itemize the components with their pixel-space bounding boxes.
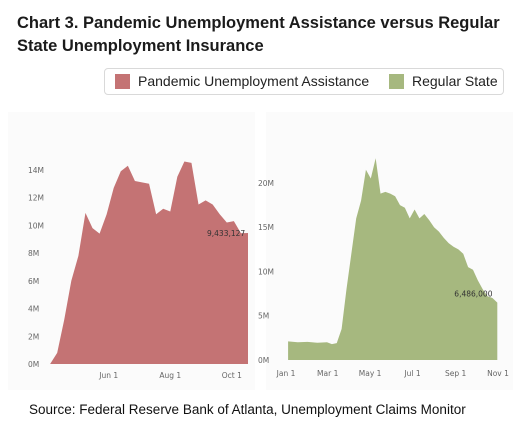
x-tick-label: Jul 1 (403, 369, 420, 378)
regular-area (288, 158, 498, 360)
y-tick-label: 2M (28, 332, 39, 341)
pua-chart-panel: 0M 2M 4M 6M 8M 10M 12M 14M Jun 1 Aug 1 Oct 1 9,433,… (8, 112, 255, 390)
y-tick-label: 0M (28, 360, 39, 369)
x-tick-label: Mar 1 (317, 369, 339, 378)
regular-last-value-label: 6,486,000 (454, 290, 492, 299)
x-tick-label: Jan 1 (276, 369, 296, 378)
y-tick-label: 10M (258, 267, 274, 276)
y-tick-label: 15M (258, 223, 274, 232)
x-tick-label: Oct 1 (222, 371, 242, 380)
y-tick-label: 8M (28, 249, 39, 258)
source-note: Source: Federal Reserve Bank of Atlanta,… (29, 402, 466, 417)
legend-swatch-regular-state (389, 73, 404, 89)
pua-area (50, 161, 248, 364)
legend-swatch-pua (115, 73, 130, 89)
legend: Pandemic Unemployment Assistance Regular… (104, 68, 504, 95)
pua-last-value-label: 9,433,127 (207, 229, 245, 238)
legend-label-regular-state: Regular State (412, 73, 498, 89)
legend-item-pua: Pandemic Unemployment Assistance (115, 73, 369, 89)
x-tick-label: Nov 1 (487, 369, 509, 378)
y-tick-label: 10M (28, 221, 44, 230)
chart-title: Chart 3. Pandemic Unemployment Assistanc… (17, 14, 500, 55)
y-tick-label: 20M (258, 179, 274, 188)
x-tick-label: Aug 1 (159, 371, 181, 380)
x-tick-label: Jun 1 (98, 371, 118, 380)
y-tick-label: 4M (28, 305, 39, 314)
y-tick-label: 14M (28, 166, 44, 175)
y-tick-label: 12M (28, 194, 44, 203)
regular-state-chart: 0M 5M 10M 15M 20M Jan 1 Mar 1 May 1 Jul 1 Sep 1 No… (258, 158, 509, 378)
regular-state-chart-panel: 0M 5M 10M 15M 20M Jan 1 Mar 1 May 1 Jul 1 Sep 1 No… (258, 112, 513, 390)
y-tick-label: 0M (258, 356, 269, 365)
y-tick-label: 5M (258, 312, 269, 321)
legend-item-regular-state: Regular State (389, 73, 498, 89)
pua-chart: 0M 2M 4M 6M 8M 10M 12M 14M Jun 1 Aug 1 Oct 1 9,433,… (28, 161, 248, 380)
x-tick-label: Sep 1 (445, 369, 467, 378)
y-tick-label: 6M (28, 277, 39, 286)
legend-label-pua: Pandemic Unemployment Assistance (138, 73, 370, 89)
x-tick-label: May 1 (359, 369, 382, 378)
